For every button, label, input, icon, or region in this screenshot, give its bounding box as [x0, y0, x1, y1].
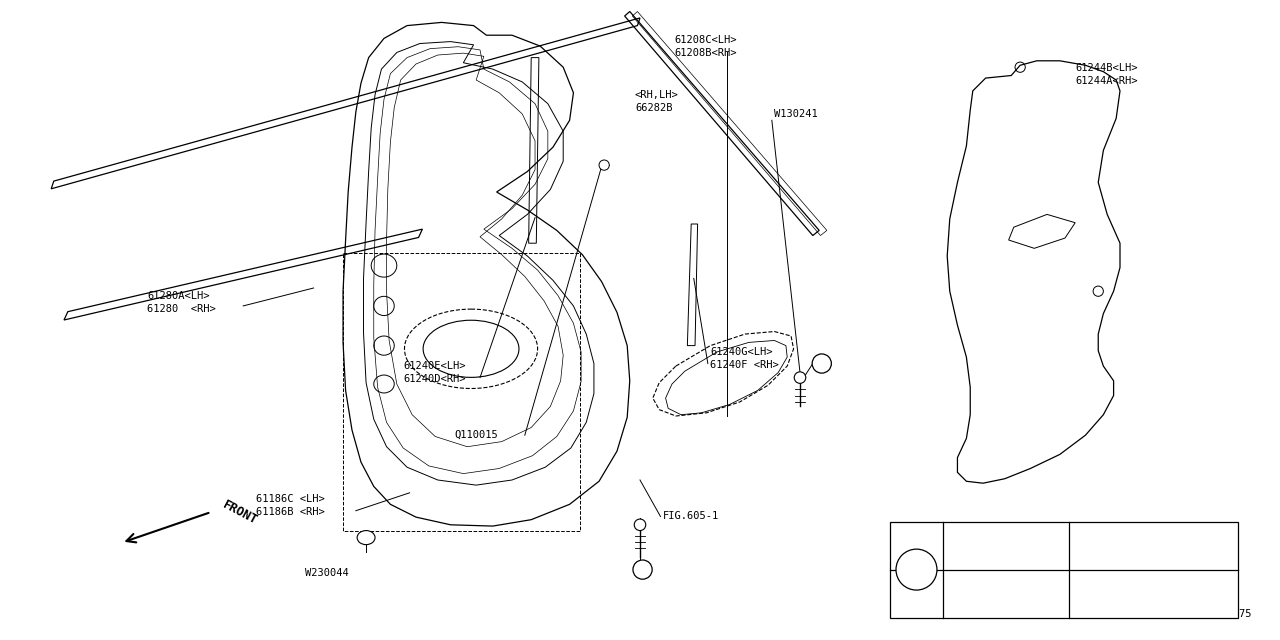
Ellipse shape — [357, 531, 375, 545]
Text: 61280  <RH>: 61280 <RH> — [147, 304, 216, 314]
Ellipse shape — [896, 549, 937, 590]
Text: Q110015: Q110015 — [454, 430, 498, 440]
Text: ( -2301): ( -2301) — [1076, 589, 1126, 598]
Circle shape — [635, 519, 646, 531]
Text: 61208C<LH>: 61208C<LH> — [675, 35, 737, 45]
Text: 66282B: 66282B — [635, 102, 672, 113]
Circle shape — [812, 354, 832, 373]
Text: FRONT: FRONT — [221, 499, 260, 527]
Text: 1: 1 — [819, 358, 824, 369]
Text: 61186B <RH>: 61186B <RH> — [256, 507, 325, 517]
Text: (2301-  ): (2301- ) — [1076, 541, 1133, 550]
Bar — [890, 522, 1238, 618]
Circle shape — [794, 372, 806, 383]
Text: A605001275: A605001275 — [1189, 609, 1252, 620]
Text: 61244B<LH>: 61244B<LH> — [1075, 63, 1138, 74]
Text: M120159: M120159 — [951, 541, 995, 550]
Circle shape — [599, 160, 609, 170]
Text: FIG.605-1: FIG.605-1 — [663, 511, 719, 522]
Bar — [343, 253, 580, 531]
Text: M120145: M120145 — [951, 589, 995, 598]
Text: W230044: W230044 — [305, 568, 348, 579]
Text: 1: 1 — [914, 564, 919, 575]
Text: 61240G<LH>: 61240G<LH> — [710, 347, 773, 357]
Text: 61186C <LH>: 61186C <LH> — [256, 493, 325, 504]
Text: 61208B<RH>: 61208B<RH> — [675, 48, 737, 58]
Text: W130241: W130241 — [774, 109, 818, 119]
Text: 61240F <RH>: 61240F <RH> — [710, 360, 780, 370]
Circle shape — [632, 560, 652, 579]
Text: 61280A<LH>: 61280A<LH> — [147, 291, 210, 301]
Text: <RH,LH>: <RH,LH> — [635, 90, 678, 100]
Text: 1: 1 — [640, 564, 645, 575]
Text: 61240D<RH>: 61240D<RH> — [403, 374, 466, 384]
Text: 61240E<LH>: 61240E<LH> — [403, 361, 466, 371]
Text: 61244A<RH>: 61244A<RH> — [1075, 76, 1138, 86]
